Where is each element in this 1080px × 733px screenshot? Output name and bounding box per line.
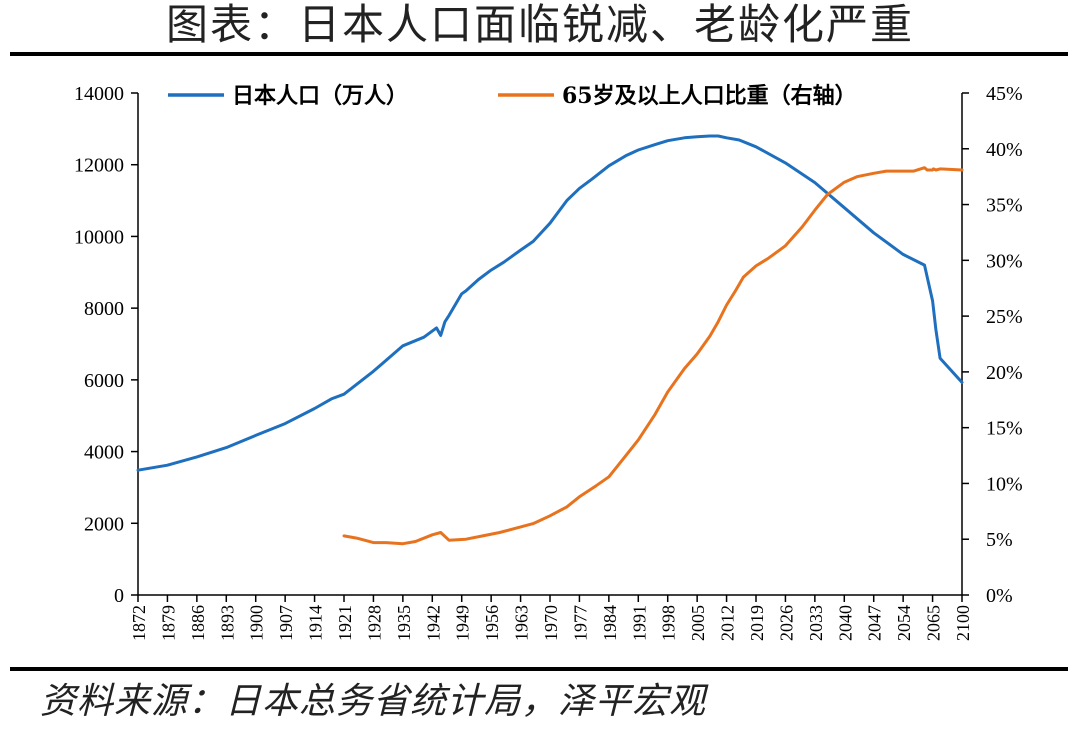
x-tick-label: 1921 [335, 605, 355, 641]
population-legend-label: 日本人口（万人） [232, 83, 408, 109]
x-tick-label: 1928 [364, 605, 384, 641]
x-tick-label: 1977 [570, 605, 590, 641]
x-tick-label: 2026 [776, 605, 796, 641]
x-tick-label: 2012 [718, 605, 738, 641]
x-tick-label: 1879 [158, 605, 178, 641]
plot-lines [136, 134, 964, 546]
x-tick-label: 2040 [835, 605, 855, 641]
x-tick-label: 1907 [276, 605, 296, 641]
x-tick-label: 1963 [512, 605, 532, 641]
left-tick-label: 2000 [84, 513, 124, 535]
right-tick-label: 10% [986, 473, 1023, 495]
right-tick-label: 20% [986, 362, 1023, 384]
chart-title: 图表：日本人口面临锐减、老龄化严重 [165, 0, 914, 49]
aged-share-line [342, 166, 964, 546]
right-tick-label: 5% [986, 529, 1013, 551]
right-tick-label: 45% [986, 83, 1023, 105]
x-tick-label: 1942 [423, 605, 443, 641]
footer-divider [10, 667, 1068, 671]
right-tick-label: 0% [986, 585, 1013, 607]
x-tick-label: 1991 [629, 605, 649, 641]
left-tick-label: 4000 [84, 442, 124, 464]
source-note: 资料来源：日本总务省统计局，泽平宏观 [40, 681, 707, 722]
x-tick-label: 2054 [894, 605, 914, 641]
right-axis: 0% 5% 10% 15% 20% 25% 30% 35% 40% 45% [961, 83, 1023, 607]
x-tick-label: 1998 [659, 605, 679, 641]
left-tick-label: 0 [114, 585, 124, 607]
left-tick-label: 14000 [74, 83, 124, 105]
aged-share-legend-label: 65岁及以上人口比重（右轴） [562, 83, 857, 109]
x-tick-label: 1970 [541, 605, 561, 641]
right-tick-label: 40% [986, 139, 1023, 161]
population-line [136, 134, 964, 472]
x-tick-label: 2005 [688, 605, 708, 641]
x-tick-label: 1886 [188, 605, 208, 641]
left-tick-label: 6000 [84, 370, 124, 392]
x-tick-label: 1893 [217, 605, 237, 641]
right-tick-label: 35% [986, 195, 1023, 217]
right-tick-label: 25% [986, 306, 1023, 328]
right-tick-label: 30% [986, 250, 1023, 272]
legend: 日本人口（万人） 65岁及以上人口比重（右轴） [168, 83, 857, 109]
x-tick-label: 1935 [394, 605, 414, 641]
left-tick-label: 10000 [74, 226, 124, 248]
x-tick-label: 1956 [482, 605, 502, 641]
x-axis: 1872 1879 1886 1893 1900 1907 1914 1921 1928 1935… [129, 594, 973, 641]
title-divider [10, 52, 1068, 56]
x-tick-label: 1900 [247, 605, 267, 641]
x-tick-label: 1914 [306, 605, 326, 641]
x-tick-label: 1984 [600, 605, 620, 641]
left-tick-label: 8000 [84, 298, 124, 320]
x-tick-label: 2019 [747, 605, 767, 641]
x-tick-label: 2065 [924, 605, 944, 641]
x-tick-label: 2033 [806, 605, 826, 641]
left-tick-label: 12000 [74, 155, 124, 177]
x-tick-label: 2100 [953, 605, 973, 641]
left-axis: 0 2000 4000 6000 8000 10000 12000 14000 [74, 83, 139, 607]
x-tick-label: 1872 [129, 605, 149, 641]
x-tick-label: 2047 [865, 605, 885, 641]
right-tick-label: 15% [986, 418, 1023, 440]
x-tick-label: 1949 [453, 605, 473, 641]
chart: 0 2000 4000 6000 8000 10000 12000 14000 0% 5% 10%… [74, 83, 1023, 641]
